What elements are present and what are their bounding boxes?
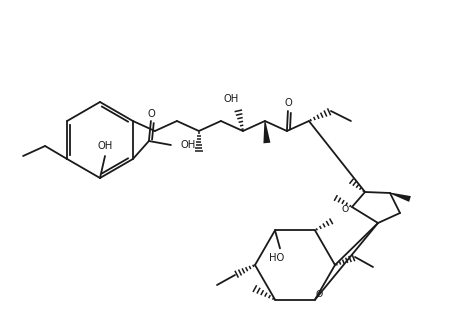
- Text: OH: OH: [180, 140, 196, 150]
- Polygon shape: [389, 193, 410, 202]
- Polygon shape: [263, 121, 270, 143]
- Text: O: O: [147, 109, 154, 119]
- Text: O: O: [283, 98, 291, 108]
- Text: O: O: [315, 290, 322, 299]
- Text: O: O: [341, 204, 348, 213]
- Text: OH: OH: [223, 94, 238, 104]
- Text: HO: HO: [269, 253, 284, 263]
- Text: OH: OH: [97, 141, 112, 151]
